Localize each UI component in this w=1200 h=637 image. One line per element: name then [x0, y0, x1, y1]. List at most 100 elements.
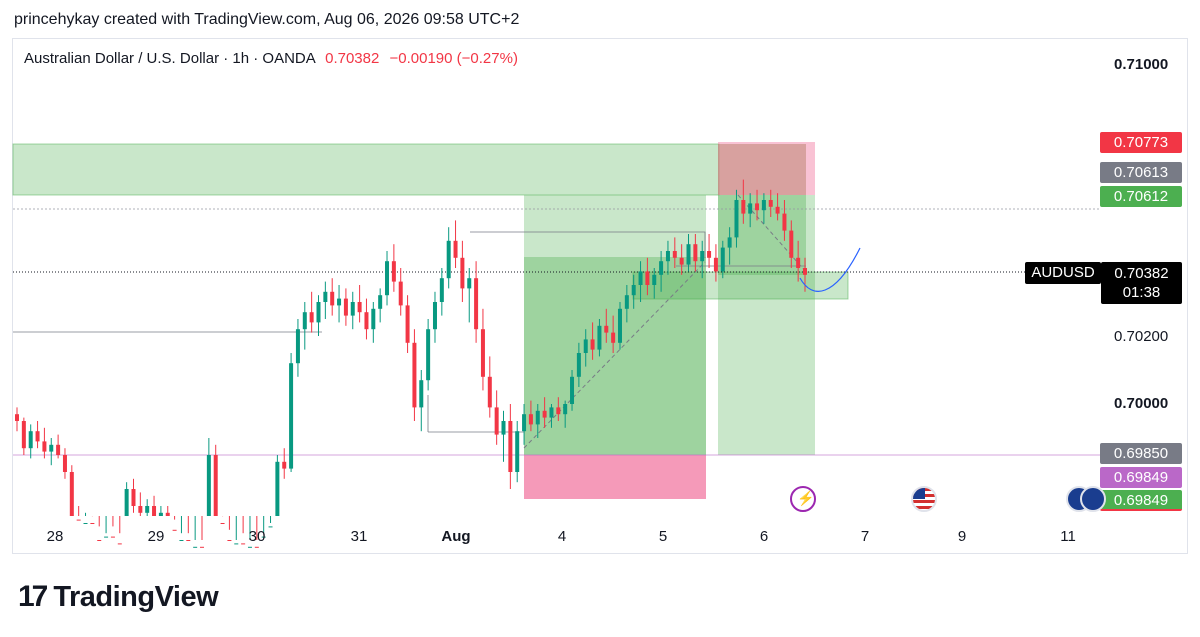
candle-body[interactable] [289, 363, 294, 469]
candle-body[interactable] [302, 312, 307, 330]
candle-body[interactable] [117, 543, 122, 545]
candle-body[interactable] [220, 523, 225, 524]
candle-body[interactable] [460, 257, 465, 289]
candle-body[interactable] [412, 342, 417, 408]
candle-body[interactable] [330, 291, 335, 306]
candle-body[interactable] [247, 546, 252, 548]
candle-body[interactable] [49, 444, 54, 452]
long-position-zone[interactable] [524, 195, 706, 455]
supply-zone[interactable] [12, 143, 720, 196]
candle-body[interactable] [69, 472, 74, 516]
candle-body[interactable] [213, 455, 218, 516]
candle-body[interactable] [693, 244, 698, 262]
candle-body[interactable] [275, 461, 280, 516]
candle-body[interactable] [775, 206, 780, 214]
candle-body[interactable] [172, 529, 177, 531]
candle-body[interactable] [419, 380, 424, 408]
candle-body[interactable] [556, 407, 561, 415]
candle-body[interactable] [62, 455, 67, 472]
price-label-support[interactable]: 0.69850 [1100, 443, 1182, 464]
candle-body[interactable] [282, 461, 287, 469]
brand-logo[interactable]: 17 TradingView [18, 580, 219, 614]
candle-body[interactable] [350, 302, 355, 316]
candle-body[interactable] [179, 540, 184, 541]
candle-body[interactable] [720, 247, 725, 272]
candle-body[interactable] [309, 312, 314, 323]
candle-body[interactable] [659, 261, 664, 275]
candle-body[interactable] [158, 512, 163, 516]
candle-body[interactable] [261, 536, 266, 538]
candle-body[interactable] [638, 271, 643, 285]
candle-body[interactable] [254, 546, 259, 548]
candle-body[interactable] [145, 506, 150, 513]
candle-body[interactable] [371, 308, 376, 330]
candle-body[interactable] [570, 376, 575, 404]
candle-body[interactable] [755, 203, 760, 211]
candle-body[interactable] [131, 489, 136, 506]
candle-body[interactable] [234, 543, 239, 545]
candle-body[interactable] [782, 213, 787, 231]
candle-body[interactable] [200, 546, 205, 548]
candle-body[interactable] [295, 329, 300, 364]
price-label-entry[interactable]: 0.70613 [1100, 162, 1182, 183]
candle-body[interactable] [42, 441, 47, 452]
candle-body[interactable] [426, 329, 431, 381]
price-label-stop[interactable]: 0.70773 [1100, 132, 1182, 153]
candle-body[interactable] [343, 298, 348, 316]
candle-body[interactable] [713, 257, 718, 272]
candle-body[interactable] [665, 251, 670, 262]
price-label-alert[interactable]: 0.69849 [1100, 467, 1182, 488]
candle-body[interactable] [597, 325, 602, 350]
candle-body[interactable] [487, 376, 492, 408]
candle-body[interactable] [138, 506, 143, 513]
candle-body[interactable] [700, 251, 705, 262]
candle-body[interactable] [611, 332, 616, 343]
candle-body[interactable] [707, 251, 712, 258]
candle-body[interactable] [583, 339, 588, 353]
candle-body[interactable] [789, 230, 794, 258]
candle-body[interactable] [124, 489, 129, 516]
candle-body[interactable] [323, 291, 328, 302]
price-label-target[interactable]: 0.70612 [1100, 186, 1182, 207]
candle-body[interactable] [679, 257, 684, 265]
candle-body[interactable] [227, 540, 232, 541]
candle-body[interactable] [241, 543, 246, 545]
candle-body[interactable] [97, 540, 102, 541]
candle-body[interactable] [337, 298, 342, 306]
demand-box[interactable] [632, 271, 849, 300]
projection-curve[interactable] [799, 247, 861, 292]
candle-body[interactable] [624, 295, 629, 309]
candle-body[interactable] [494, 407, 499, 435]
candle-body[interactable] [193, 546, 198, 548]
candle-body[interactable] [385, 261, 390, 296]
us-flag-icon[interactable] [911, 486, 937, 512]
candle-body[interactable] [357, 302, 362, 313]
candle-body[interactable] [761, 200, 766, 211]
candle-body[interactable] [480, 329, 485, 377]
candle-body[interactable] [734, 200, 739, 238]
short-stop-zone[interactable] [718, 142, 815, 195]
candle-body[interactable] [576, 353, 581, 377]
candle-body[interactable] [165, 512, 170, 516]
candle-body[interactable] [467, 278, 472, 289]
candle-body[interactable] [590, 339, 595, 350]
candle-body[interactable] [35, 431, 40, 442]
candle-body[interactable] [15, 414, 19, 421]
candle-body[interactable] [686, 244, 691, 265]
candle-body[interactable] [186, 540, 191, 541]
candle-body[interactable] [604, 325, 609, 333]
candle-body[interactable] [268, 526, 273, 528]
candle-body[interactable] [645, 271, 650, 285]
candle-body[interactable] [110, 536, 115, 538]
candle-body[interactable] [28, 431, 33, 449]
price-label-long-stop[interactable]: 0.69849 [1100, 490, 1182, 511]
candle-body[interactable] [90, 523, 95, 524]
candle-body[interactable] [522, 414, 527, 432]
candle-body[interactable] [549, 407, 554, 418]
candle-body[interactable] [474, 278, 479, 330]
candle-body[interactable] [439, 278, 444, 302]
range-box-top[interactable] [470, 231, 706, 258]
candle-body[interactable] [21, 421, 26, 449]
candle-body[interactable] [796, 257, 801, 268]
